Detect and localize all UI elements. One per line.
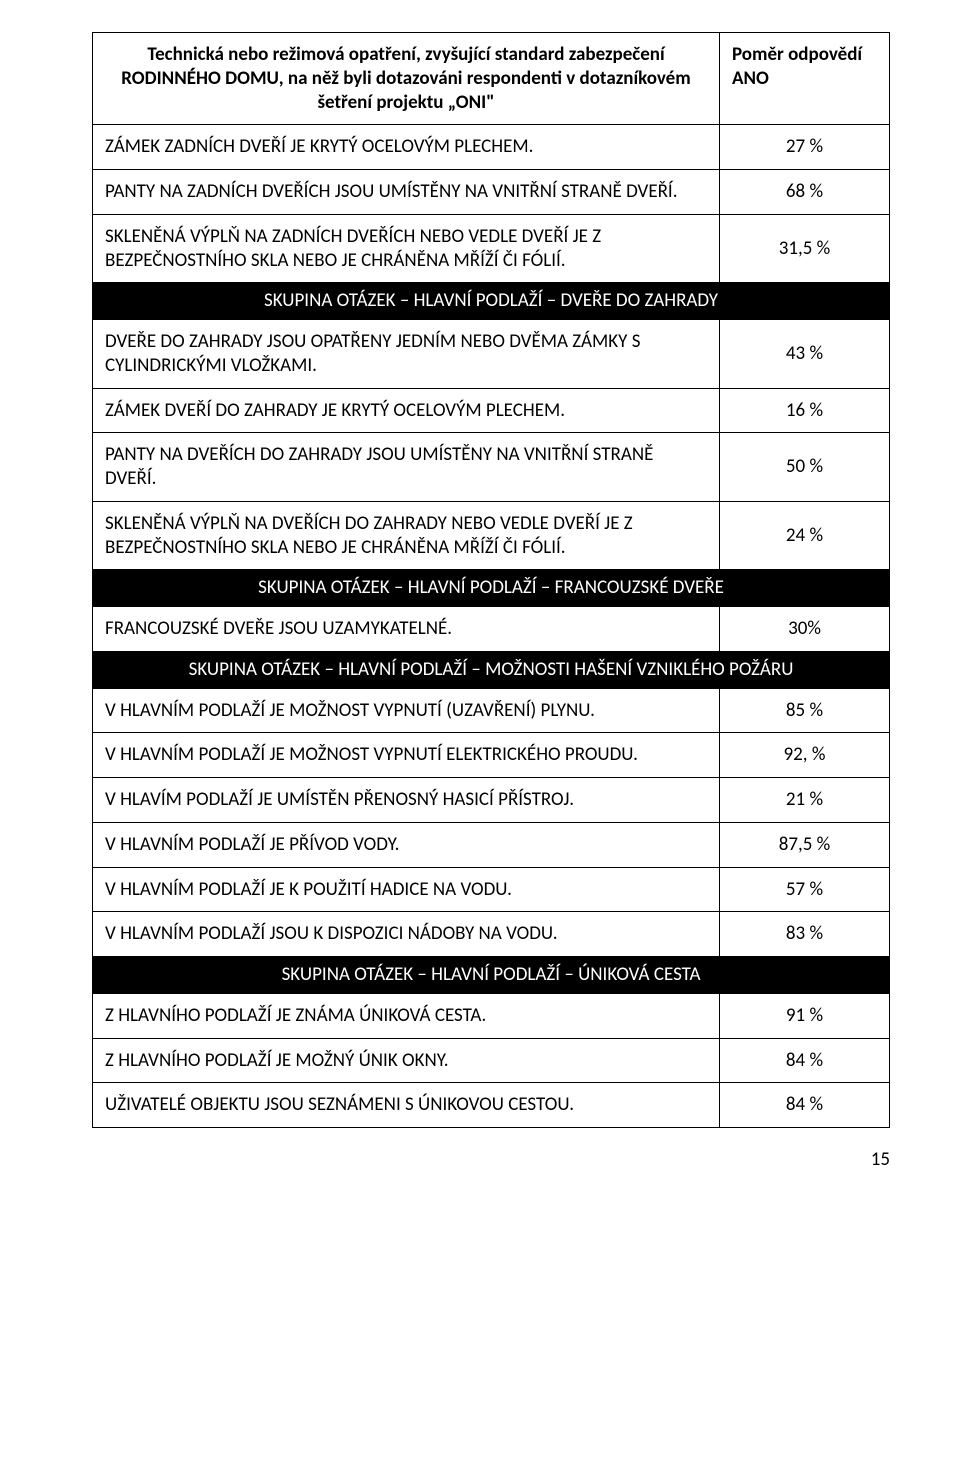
measure-text-cell: PANTY NA ZADNÍCH DVEŘÍCH JSOU UMÍSTĚNY N… — [93, 170, 720, 215]
measure-value-cell: 43 % — [720, 320, 890, 389]
measure-text-cell: SKLENĚNÁ VÝPLŇ NA DVEŘÍCH DO ZAHRADY NEB… — [93, 501, 720, 570]
table-row: DVEŘE DO ZAHRADY JSOU OPATŘENY JEDNÍM NE… — [93, 320, 890, 389]
measure-value-cell: 84 % — [720, 1083, 890, 1128]
table-row: V HLAVNÍM PODLAŽÍ JSOU K DISPOZICI NÁDOB… — [93, 912, 890, 957]
measure-value-cell: 31,5 % — [720, 214, 890, 283]
header-right-cell: Poměr odpovědí ANO — [720, 33, 890, 125]
measure-value-cell: 27 % — [720, 125, 890, 170]
measure-text-cell: V HLAVNÍM PODLAŽÍ JE MOŽNOST VYPNUTÍ ELE… — [93, 733, 720, 778]
header-left-cell: Technická nebo režimová opatření, zvyšuj… — [93, 33, 720, 125]
page-number: 15 — [92, 1128, 890, 1171]
table-row: Z HLAVNÍHO PODLAŽÍ JE ZNÁMA ÚNIKOVÁ CEST… — [93, 993, 890, 1038]
measure-value-cell: 91 % — [720, 993, 890, 1038]
measure-text-cell: Z HLAVNÍHO PODLAŽÍ JE MOŽNÝ ÚNIK OKNY. — [93, 1038, 720, 1083]
measure-value-cell: 16 % — [720, 388, 890, 433]
measure-text-cell: SKLENĚNÁ VÝPLŇ NA ZADNÍCH DVEŘÍCH NEBO V… — [93, 214, 720, 283]
section-header-row: SKUPINA OTÁZEK – HLAVNÍ PODLAŽÍ – DVEŘE … — [93, 283, 890, 320]
measure-text-cell: V HLAVÍM PODLAŽÍ JE UMÍSTĚN PŘENOSNÝ HAS… — [93, 778, 720, 823]
section-header-cell: SKUPINA OTÁZEK – HLAVNÍ PODLAŽÍ – DVEŘE … — [93, 283, 890, 320]
table-row: V HLAVNÍM PODLAŽÍ JE MOŽNOST VYPNUTÍ ELE… — [93, 733, 890, 778]
section-header-cell: SKUPINA OTÁZEK – HLAVNÍ PODLAŽÍ – FRANCO… — [93, 570, 890, 607]
measure-text-cell: ZÁMEK ZADNÍCH DVEŘÍ JE KRYTÝ OCELOVÝM PL… — [93, 125, 720, 170]
measure-value-cell: 84 % — [720, 1038, 890, 1083]
measure-text-cell: DVEŘE DO ZAHRADY JSOU OPATŘENY JEDNÍM NE… — [93, 320, 720, 389]
table-body: ZÁMEK ZADNÍCH DVEŘÍ JE KRYTÝ OCELOVÝM PL… — [93, 125, 890, 1128]
table-row: V HLAVNÍM PODLAŽÍ JE PŘÍVOD VODY.87,5 % — [93, 822, 890, 867]
table-row: ZÁMEK ZADNÍCH DVEŘÍ JE KRYTÝ OCELOVÝM PL… — [93, 125, 890, 170]
measure-value-cell: 24 % — [720, 501, 890, 570]
measure-value-cell: 85 % — [720, 688, 890, 733]
measure-text-cell: V HLAVNÍM PODLAŽÍ JE K POUŽITÍ HADICE NA… — [93, 867, 720, 912]
measure-text-cell: V HLAVNÍM PODLAŽÍ JE PŘÍVOD VODY. — [93, 822, 720, 867]
section-header-cell: SKUPINA OTÁZEK – HLAVNÍ PODLAŽÍ – MOŽNOS… — [93, 651, 890, 688]
security-measures-table: Technická nebo režimová opatření, zvyšuj… — [92, 32, 890, 1128]
table-row: FRANCOUZSKÉ DVEŘE JSOU UZAMYKATELNÉ.30% — [93, 607, 890, 652]
measure-text-cell: PANTY NA DVEŘÍCH DO ZAHRADY JSOU UMÍSTĚN… — [93, 433, 720, 502]
measure-text-cell: V HLAVNÍM PODLAŽÍ JSOU K DISPOZICI NÁDOB… — [93, 912, 720, 957]
table-row: PANTY NA DVEŘÍCH DO ZAHRADY JSOU UMÍSTĚN… — [93, 433, 890, 502]
section-header-row: SKUPINA OTÁZEK – HLAVNÍ PODLAŽÍ – MOŽNOS… — [93, 651, 890, 688]
measure-text-cell: FRANCOUZSKÉ DVEŘE JSOU UZAMYKATELNÉ. — [93, 607, 720, 652]
table-row: PANTY NA ZADNÍCH DVEŘÍCH JSOU UMÍSTĚNY N… — [93, 170, 890, 215]
measure-value-cell: 30% — [720, 607, 890, 652]
section-header-cell: SKUPINA OTÁZEK – HLAVNÍ PODLAŽÍ – ÚNIKOV… — [93, 957, 890, 994]
measure-value-cell: 57 % — [720, 867, 890, 912]
measure-value-cell: 21 % — [720, 778, 890, 823]
table-row: Z HLAVNÍHO PODLAŽÍ JE MOŽNÝ ÚNIK OKNY.84… — [93, 1038, 890, 1083]
measure-text-cell: Z HLAVNÍHO PODLAŽÍ JE ZNÁMA ÚNIKOVÁ CEST… — [93, 993, 720, 1038]
measure-value-cell: 87,5 % — [720, 822, 890, 867]
measure-value-cell: 50 % — [720, 433, 890, 502]
table-header-row: Technická nebo režimová opatření, zvyšuj… — [93, 33, 890, 125]
measure-text-cell: UŽIVATELÉ OBJEKTU JSOU SEZNÁMENI S ÚNIKO… — [93, 1083, 720, 1128]
section-header-row: SKUPINA OTÁZEK – HLAVNÍ PODLAŽÍ – ÚNIKOV… — [93, 957, 890, 994]
measure-value-cell: 92, % — [720, 733, 890, 778]
measure-text-cell: ZÁMEK DVEŘÍ DO ZAHRADY JE KRYTÝ OCELOVÝM… — [93, 388, 720, 433]
table-row: UŽIVATELÉ OBJEKTU JSOU SEZNÁMENI S ÚNIKO… — [93, 1083, 890, 1128]
measure-value-cell: 83 % — [720, 912, 890, 957]
document-page: Technická nebo režimová opatření, zvyšuj… — [0, 0, 960, 1191]
table-row: V HLAVÍM PODLAŽÍ JE UMÍSTĚN PŘENOSNÝ HAS… — [93, 778, 890, 823]
table-row: SKLENĚNÁ VÝPLŇ NA DVEŘÍCH DO ZAHRADY NEB… — [93, 501, 890, 570]
table-row: V HLAVNÍM PODLAŽÍ JE K POUŽITÍ HADICE NA… — [93, 867, 890, 912]
table-row: ZÁMEK DVEŘÍ DO ZAHRADY JE KRYTÝ OCELOVÝM… — [93, 388, 890, 433]
measure-text-cell: V HLAVNÍM PODLAŽÍ JE MOŽNOST VYPNUTÍ (UZ… — [93, 688, 720, 733]
measure-value-cell: 68 % — [720, 170, 890, 215]
table-row: SKLENĚNÁ VÝPLŇ NA ZADNÍCH DVEŘÍCH NEBO V… — [93, 214, 890, 283]
table-row: V HLAVNÍM PODLAŽÍ JE MOŽNOST VYPNUTÍ (UZ… — [93, 688, 890, 733]
section-header-row: SKUPINA OTÁZEK – HLAVNÍ PODLAŽÍ – FRANCO… — [93, 570, 890, 607]
